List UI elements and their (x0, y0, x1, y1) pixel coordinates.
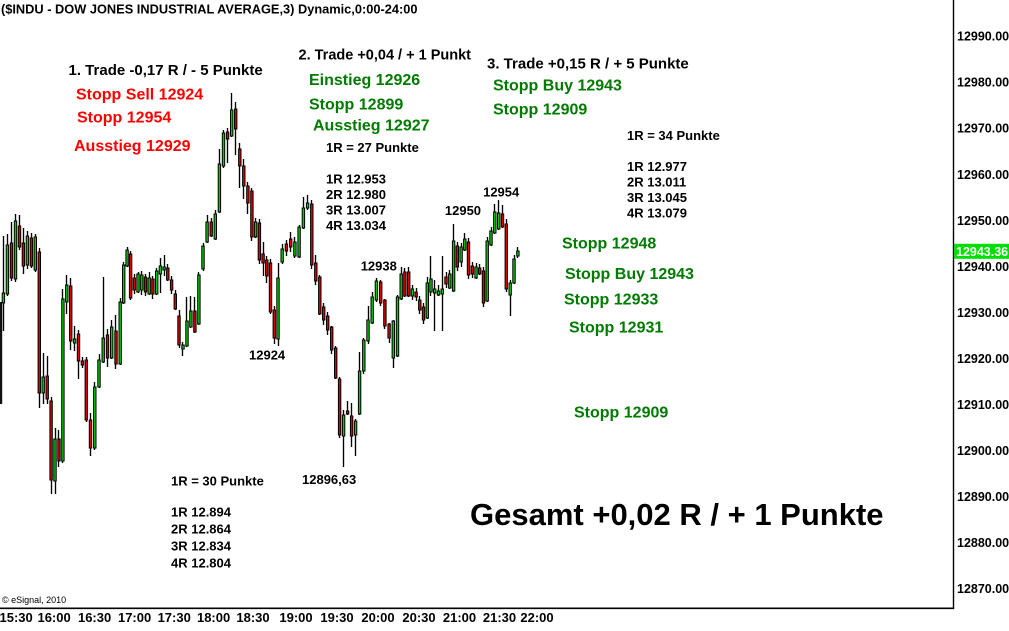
svg-text:4R 12.804: 4R 12.804 (171, 556, 232, 571)
svg-text:22:00: 22:00 (520, 610, 553, 625)
svg-text:1R 12.894: 1R 12.894 (171, 505, 232, 520)
svg-text:1R 12.953: 1R 12.953 (326, 172, 386, 187)
svg-text:12970.00: 12970.00 (957, 122, 1009, 136)
svg-text:3R 13.007: 3R 13.007 (326, 203, 386, 218)
svg-text:1R = 34 Punkte: 1R = 34 Punkte (627, 128, 720, 143)
svg-text:16:30: 16:30 (78, 610, 111, 625)
svg-text:12960.00: 12960.00 (957, 168, 1009, 182)
svg-text:20:00: 20:00 (361, 610, 394, 625)
svg-text:Stopp 12899: Stopp 12899 (309, 97, 403, 114)
svg-text:2. Trade +0,04 / + 1 Punkt: 2. Trade +0,04 / + 1 Punkt (299, 48, 472, 64)
svg-text:Stopp Sell 12924: Stopp Sell 12924 (76, 87, 203, 104)
svg-text:18:00: 18:00 (197, 610, 230, 625)
svg-text:15:30: 15:30 (0, 610, 33, 625)
svg-text:Stopp Buy 12943: Stopp Buy 12943 (565, 266, 694, 283)
svg-text:12943.36: 12943.36 (956, 245, 1008, 259)
svg-text:12990.00: 12990.00 (957, 30, 1009, 44)
svg-text:3. Trade +0,15 R / + 5 Punkte: 3. Trade +0,15 R / + 5 Punkte (487, 56, 689, 73)
svg-text:Stopp 12931: Stopp 12931 (569, 320, 663, 337)
svg-text:Gesamt +0,02 R / + 1 Punkte: Gesamt +0,02 R / + 1 Punkte (470, 497, 884, 532)
svg-text:Ausstieg 12927: Ausstieg 12927 (313, 118, 430, 135)
svg-text:1. Trade -0,17 R / - 5 Punkte: 1. Trade -0,17 R / - 5 Punkte (69, 62, 263, 79)
svg-text:12870.00: 12870.00 (957, 582, 1009, 596)
svg-text:Ausstieg 12929: Ausstieg 12929 (74, 138, 191, 155)
svg-text:2R 13.011: 2R 13.011 (627, 175, 686, 190)
svg-text:19:30: 19:30 (320, 610, 353, 625)
svg-text:17:00: 17:00 (118, 610, 151, 625)
svg-text:21:00: 21:00 (443, 610, 476, 625)
svg-text:12954: 12954 (483, 185, 520, 200)
svg-text:Einstieg 12926: Einstieg 12926 (309, 72, 420, 89)
svg-text:2R 12.980: 2R 12.980 (326, 187, 386, 202)
svg-text:3R 12.834: 3R 12.834 (171, 539, 232, 554)
svg-text:Stopp Buy 12943: Stopp Buy 12943 (493, 78, 622, 95)
svg-text:Stopp 12933: Stopp 12933 (564, 292, 658, 309)
svg-text:1R = 30 Punkte: 1R = 30 Punkte (171, 474, 264, 489)
svg-text:12950.00: 12950.00 (957, 214, 1009, 228)
svg-text:12940.00: 12940.00 (957, 260, 1009, 274)
svg-text:Stopp 12948: Stopp 12948 (562, 236, 656, 253)
svg-text:12980.00: 12980.00 (957, 76, 1009, 90)
svg-text:12920.00: 12920.00 (957, 352, 1009, 366)
svg-text:12900.00: 12900.00 (957, 444, 1009, 458)
svg-text:17:30: 17:30 (158, 610, 191, 625)
svg-text:12890.00: 12890.00 (957, 490, 1009, 504)
svg-text:20:30: 20:30 (402, 610, 435, 625)
svg-text:12880.00: 12880.00 (957, 536, 1009, 550)
svg-text:Stopp 12954: Stopp 12954 (77, 110, 171, 127)
svg-text:($INDU - DOW JONES INDUSTRIAL: ($INDU - DOW JONES INDUSTRIAL AVERAGE,3)… (1, 2, 417, 17)
svg-text:Stopp 12909: Stopp 12909 (574, 405, 668, 422)
svg-text:3R 13.045: 3R 13.045 (627, 190, 687, 205)
svg-text:4R 13.034: 4R 13.034 (326, 218, 387, 233)
svg-text:18:30: 18:30 (236, 610, 269, 625)
svg-text:12938: 12938 (361, 259, 397, 274)
svg-text:4R 13.079: 4R 13.079 (627, 206, 687, 221)
svg-text:21:30: 21:30 (483, 610, 516, 625)
svg-text:1R = 27 Punkte: 1R = 27 Punkte (326, 140, 419, 155)
svg-text:2R 12.864: 2R 12.864 (171, 522, 232, 537)
svg-text:1R 12.977: 1R 12.977 (627, 159, 687, 174)
svg-text:12910.00: 12910.00 (957, 398, 1009, 412)
svg-text:12930.00: 12930.00 (957, 306, 1009, 320)
svg-text:12924: 12924 (249, 348, 286, 363)
svg-text:© eSignal, 2010: © eSignal, 2010 (2, 595, 66, 605)
svg-text:19:00: 19:00 (279, 610, 312, 625)
svg-text:Stopp 12909: Stopp 12909 (493, 102, 587, 119)
svg-text:16:00: 16:00 (37, 610, 70, 625)
svg-text:12950: 12950 (445, 203, 481, 218)
svg-text:12896,63: 12896,63 (302, 472, 356, 487)
